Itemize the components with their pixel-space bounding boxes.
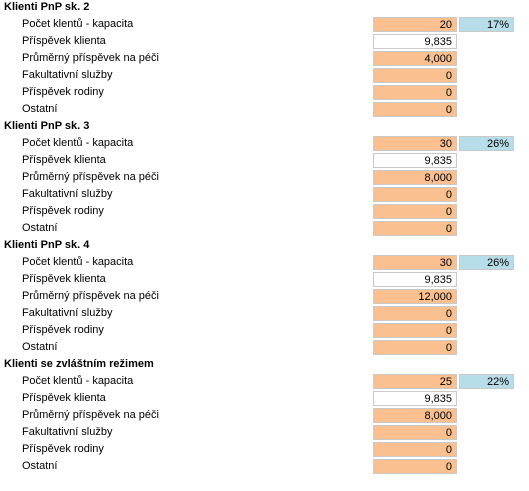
optional-services-row: Fakultativní služby 0 (0, 425, 529, 442)
section-header-row: Klienti se zvláštním režimem (0, 357, 529, 374)
section-header-row: Klienti PnP sk. 2 (0, 0, 529, 17)
other-label: Ostatní (22, 460, 58, 472)
percent-cell[interactable]: 26% (459, 255, 514, 270)
count-row: Počet klentů - kapacita 30 26% (0, 255, 529, 272)
avg-care-cell[interactable]: 12,000 (373, 289, 457, 304)
section-title: Klienti PnP sk. 3 (4, 120, 90, 132)
avg-care-cell[interactable]: 8,000 (373, 408, 457, 423)
other-label: Ostatní (22, 341, 58, 353)
optional-services-label: Fakultativní služby (22, 307, 113, 319)
avg-care-row: Průměrný příspěvek na péči 8,000 (0, 170, 529, 187)
other-row: Ostatní 0 (0, 221, 529, 238)
optional-services-label: Fakultativní služby (22, 426, 113, 438)
count-label: Počet klentů - kapacita (22, 256, 134, 268)
avg-care-row: Průměrný příspěvek na péči 8,000 (0, 408, 529, 425)
count-cell[interactable]: 30 (373, 255, 457, 270)
family-contribution-label: Příspěvek rodiny (22, 86, 104, 98)
count-cell[interactable]: 30 (373, 136, 457, 151)
other-row: Ostatní 0 (0, 459, 529, 476)
percent-cell[interactable]: 26% (459, 136, 514, 151)
client-contribution-cell[interactable]: 9,835 (373, 153, 457, 168)
other-label: Ostatní (22, 222, 58, 234)
count-cell[interactable]: 20 (373, 17, 457, 32)
count-label: Počet klentů - kapacita (22, 375, 134, 387)
avg-care-label: Průměrný příspěvek na péči (22, 409, 159, 421)
avg-care-row: Průměrný příspěvek na péči 4,000 (0, 51, 529, 68)
other-cell[interactable]: 0 (373, 102, 457, 117)
client-contribution-row: Příspěvek klienta 9,835 (0, 272, 529, 289)
avg-care-label: Průměrný příspěvek na péči (22, 171, 159, 183)
section-header-row: Klienti PnP sk. 4 (0, 238, 529, 255)
optional-services-cell[interactable]: 0 (373, 68, 457, 83)
section-title: Klienti PnP sk. 2 (4, 1, 90, 13)
client-contribution-label: Příspěvek klienta (22, 35, 106, 47)
client-contribution-cell[interactable]: 9,835 (373, 34, 457, 49)
other-cell[interactable]: 0 (373, 340, 457, 355)
client-contribution-cell[interactable]: 9,835 (373, 391, 457, 406)
avg-care-row: Průměrný příspěvek na péči 12,000 (0, 289, 529, 306)
client-contribution-row: Příspěvek klienta 9,835 (0, 34, 529, 51)
optional-services-row: Fakultativní služby 0 (0, 68, 529, 85)
family-contribution-label: Příspěvek rodiny (22, 443, 104, 455)
family-contribution-cell[interactable]: 0 (373, 323, 457, 338)
count-label: Počet klentů - kapacita (22, 137, 134, 149)
avg-care-cell[interactable]: 8,000 (373, 170, 457, 185)
client-contribution-row: Příspěvek klienta 9,835 (0, 391, 529, 408)
avg-care-cell[interactable]: 4,000 (373, 51, 457, 66)
section-title: Klienti PnP sk. 4 (4, 239, 90, 251)
client-contribution-label: Příspěvek klienta (22, 273, 106, 285)
family-contribution-row: Příspěvek rodiny 0 (0, 323, 529, 340)
other-cell[interactable]: 0 (373, 459, 457, 474)
count-row: Počet klentů - kapacita 30 26% (0, 136, 529, 153)
other-row: Ostatní 0 (0, 340, 529, 357)
other-row: Ostatní 0 (0, 102, 529, 119)
optional-services-label: Fakultativní služby (22, 188, 113, 200)
optional-services-label: Fakultativní služby (22, 69, 113, 81)
family-contribution-label: Příspěvek rodiny (22, 324, 104, 336)
count-cell[interactable]: 25 (373, 374, 457, 389)
family-contribution-row: Příspěvek rodiny 0 (0, 442, 529, 459)
client-contribution-cell[interactable]: 9,835 (373, 272, 457, 287)
percent-cell[interactable]: 17% (459, 17, 514, 32)
client-contribution-label: Příspěvek klienta (22, 392, 106, 404)
percent-cell[interactable]: 22% (459, 374, 514, 389)
optional-services-cell[interactable]: 0 (373, 425, 457, 440)
avg-care-label: Průměrný příspěvek na péči (22, 52, 159, 64)
count-row: Počet klentů - kapacita 20 17% (0, 17, 529, 34)
client-contribution-label: Příspěvek klienta (22, 154, 106, 166)
optional-services-row: Fakultativní služby 0 (0, 187, 529, 204)
client-contribution-row: Příspěvek klienta 9,835 (0, 153, 529, 170)
family-contribution-cell[interactable]: 0 (373, 85, 457, 100)
other-cell[interactable]: 0 (373, 221, 457, 236)
avg-care-label: Průměrný příspěvek na péči (22, 290, 159, 302)
section-header-row: Klienti PnP sk. 3 (0, 119, 529, 136)
count-label: Počet klentů - kapacita (22, 18, 134, 30)
family-contribution-cell[interactable]: 0 (373, 204, 457, 219)
family-contribution-row: Příspěvek rodiny 0 (0, 204, 529, 221)
family-contribution-cell[interactable]: 0 (373, 442, 457, 457)
other-label: Ostatní (22, 103, 58, 115)
count-row: Počet klentů - kapacita 25 22% (0, 374, 529, 391)
section-title: Klienti se zvláštním režimem (4, 358, 154, 370)
optional-services-cell[interactable]: 0 (373, 187, 457, 202)
optional-services-cell[interactable]: 0 (373, 306, 457, 321)
family-contribution-label: Příspěvek rodiny (22, 205, 104, 217)
optional-services-row: Fakultativní služby 0 (0, 306, 529, 323)
family-contribution-row: Příspěvek rodiny 0 (0, 85, 529, 102)
